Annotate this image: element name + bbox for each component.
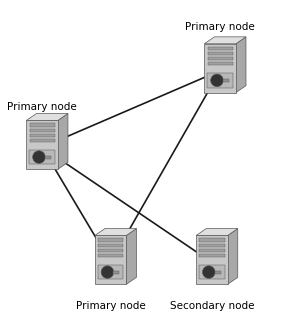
Bar [196, 235, 228, 284]
Bar [199, 238, 225, 242]
Bar [26, 120, 58, 169]
Bar [207, 73, 233, 88]
Polygon shape [95, 229, 136, 235]
Bar [98, 243, 123, 247]
Bar [199, 254, 225, 257]
Bar [29, 128, 55, 132]
Bar [215, 271, 221, 274]
Polygon shape [58, 114, 68, 169]
Bar [223, 79, 229, 82]
Bar [29, 150, 55, 165]
Bar [205, 44, 236, 93]
Circle shape [211, 74, 223, 87]
Circle shape [202, 266, 215, 279]
Bar [208, 62, 233, 65]
Bar [98, 254, 123, 257]
Bar [199, 243, 225, 247]
Polygon shape [196, 229, 238, 235]
Bar [208, 52, 233, 55]
Bar [98, 238, 123, 242]
Polygon shape [205, 37, 246, 44]
Text: Primary node: Primary node [7, 102, 77, 112]
Bar [45, 156, 51, 158]
Bar [113, 271, 119, 274]
Bar [208, 47, 233, 50]
Bar [29, 139, 55, 142]
Text: Primary node: Primary node [185, 22, 255, 32]
Polygon shape [236, 37, 246, 93]
Circle shape [33, 151, 45, 163]
Bar [199, 265, 225, 279]
Bar [98, 265, 124, 279]
Bar [95, 235, 126, 284]
Bar [29, 134, 55, 137]
Bar [208, 57, 233, 60]
Polygon shape [26, 114, 68, 120]
Circle shape [101, 266, 114, 279]
Bar [199, 249, 225, 252]
Text: Primary node: Primary node [76, 301, 145, 311]
Polygon shape [228, 229, 238, 284]
Bar [29, 123, 55, 127]
Polygon shape [126, 229, 136, 284]
Text: Secondary node: Secondary node [170, 301, 254, 311]
Bar [98, 249, 123, 252]
